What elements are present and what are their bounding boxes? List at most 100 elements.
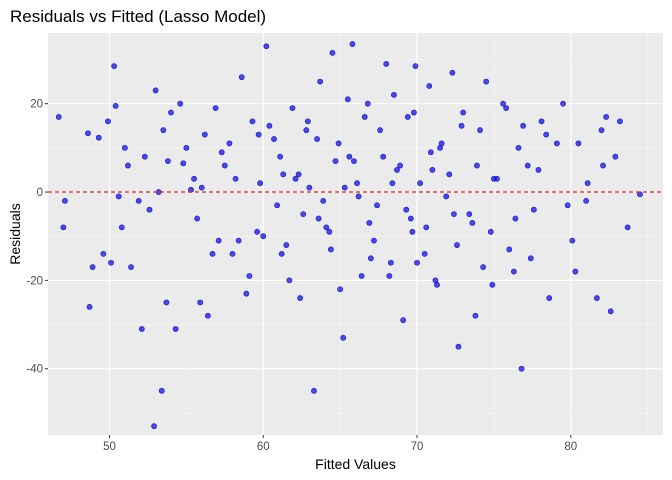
plot-panel xyxy=(48,33,663,435)
data-point xyxy=(100,250,107,257)
x-tick-label: 60 xyxy=(257,441,270,453)
data-point xyxy=(329,49,336,56)
x-axis-ticks: 50 60 70 80 xyxy=(103,435,577,453)
data-point xyxy=(407,215,414,222)
data-point xyxy=(426,83,433,89)
data-point xyxy=(146,206,153,213)
data-point xyxy=(260,233,267,240)
data-point xyxy=(361,114,368,120)
data-point xyxy=(221,162,228,169)
data-point xyxy=(289,105,296,111)
data-point xyxy=(483,78,490,85)
data-point xyxy=(60,224,67,231)
data-point xyxy=(229,250,236,257)
data-point xyxy=(295,171,302,178)
data-point xyxy=(518,365,525,372)
data-point xyxy=(160,127,167,134)
data-point xyxy=(450,211,457,218)
data-point xyxy=(480,264,487,271)
data-point xyxy=(600,162,606,169)
data-point xyxy=(374,202,380,209)
data-point xyxy=(490,175,497,182)
data-point xyxy=(232,175,239,182)
data-point xyxy=(458,122,465,129)
data-point xyxy=(423,224,430,231)
data-point xyxy=(297,295,304,301)
data-point xyxy=(530,206,537,213)
data-point xyxy=(460,109,467,116)
data-point xyxy=(141,153,148,160)
data-point xyxy=(583,197,590,204)
data-point xyxy=(340,334,347,341)
y-tick-label: 0 xyxy=(37,187,43,199)
data-point xyxy=(198,184,205,191)
data-point xyxy=(218,149,225,156)
y-tick-label: -40 xyxy=(26,364,43,376)
data-point xyxy=(543,131,550,138)
data-point xyxy=(95,134,102,141)
data-point xyxy=(443,193,450,200)
data-point xyxy=(624,224,631,231)
data-point xyxy=(311,387,317,394)
data-point xyxy=(204,312,211,319)
data-point xyxy=(500,100,506,107)
data-point xyxy=(86,303,93,310)
data-point xyxy=(158,387,165,394)
data-point xyxy=(612,153,619,160)
data-point xyxy=(503,105,510,111)
data-point xyxy=(209,250,216,257)
data-point xyxy=(466,211,473,218)
data-point xyxy=(121,144,128,151)
chart-title: Residuals vs Fitted (Lasso Model) xyxy=(10,7,266,26)
data-point xyxy=(254,228,260,235)
data-point xyxy=(344,96,351,103)
data-point xyxy=(278,250,285,257)
data-point xyxy=(263,43,270,50)
data-point xyxy=(55,114,62,120)
data-point xyxy=(564,202,571,209)
data-point xyxy=(380,153,387,160)
data-point xyxy=(454,242,460,248)
data-point xyxy=(274,202,280,209)
data-point xyxy=(429,167,436,173)
data-point xyxy=(427,149,434,156)
data-point xyxy=(180,160,187,167)
data-point xyxy=(364,100,371,107)
data-point xyxy=(249,118,256,125)
data-point xyxy=(280,171,287,178)
y-tick-label: 20 xyxy=(30,99,43,111)
data-point xyxy=(332,158,339,165)
data-point xyxy=(575,140,582,147)
data-point xyxy=(474,162,480,169)
data-point xyxy=(341,184,348,191)
data-point xyxy=(138,326,145,332)
data-point xyxy=(168,109,174,116)
data-point xyxy=(438,140,445,147)
data-point xyxy=(355,193,362,200)
data-point xyxy=(434,281,440,288)
data-point xyxy=(349,41,356,47)
data-point xyxy=(421,250,428,257)
data-point xyxy=(165,158,171,165)
data-point xyxy=(572,268,579,275)
data-point xyxy=(527,255,534,262)
minor-gridlines xyxy=(48,33,663,435)
data-point xyxy=(417,180,423,187)
data-point xyxy=(89,264,96,271)
data-point xyxy=(323,224,330,231)
data-point xyxy=(560,100,566,107)
data-point xyxy=(383,61,390,67)
data-point xyxy=(118,224,125,231)
data-point xyxy=(412,63,419,70)
data-point xyxy=(409,228,416,235)
data-point xyxy=(404,114,411,120)
data-point xyxy=(317,78,324,85)
data-point xyxy=(152,87,159,94)
data-point xyxy=(151,423,157,430)
data-point xyxy=(243,290,250,297)
data-point xyxy=(607,308,614,315)
data-point xyxy=(397,162,403,169)
data-point xyxy=(371,237,377,244)
data-point xyxy=(108,259,114,266)
